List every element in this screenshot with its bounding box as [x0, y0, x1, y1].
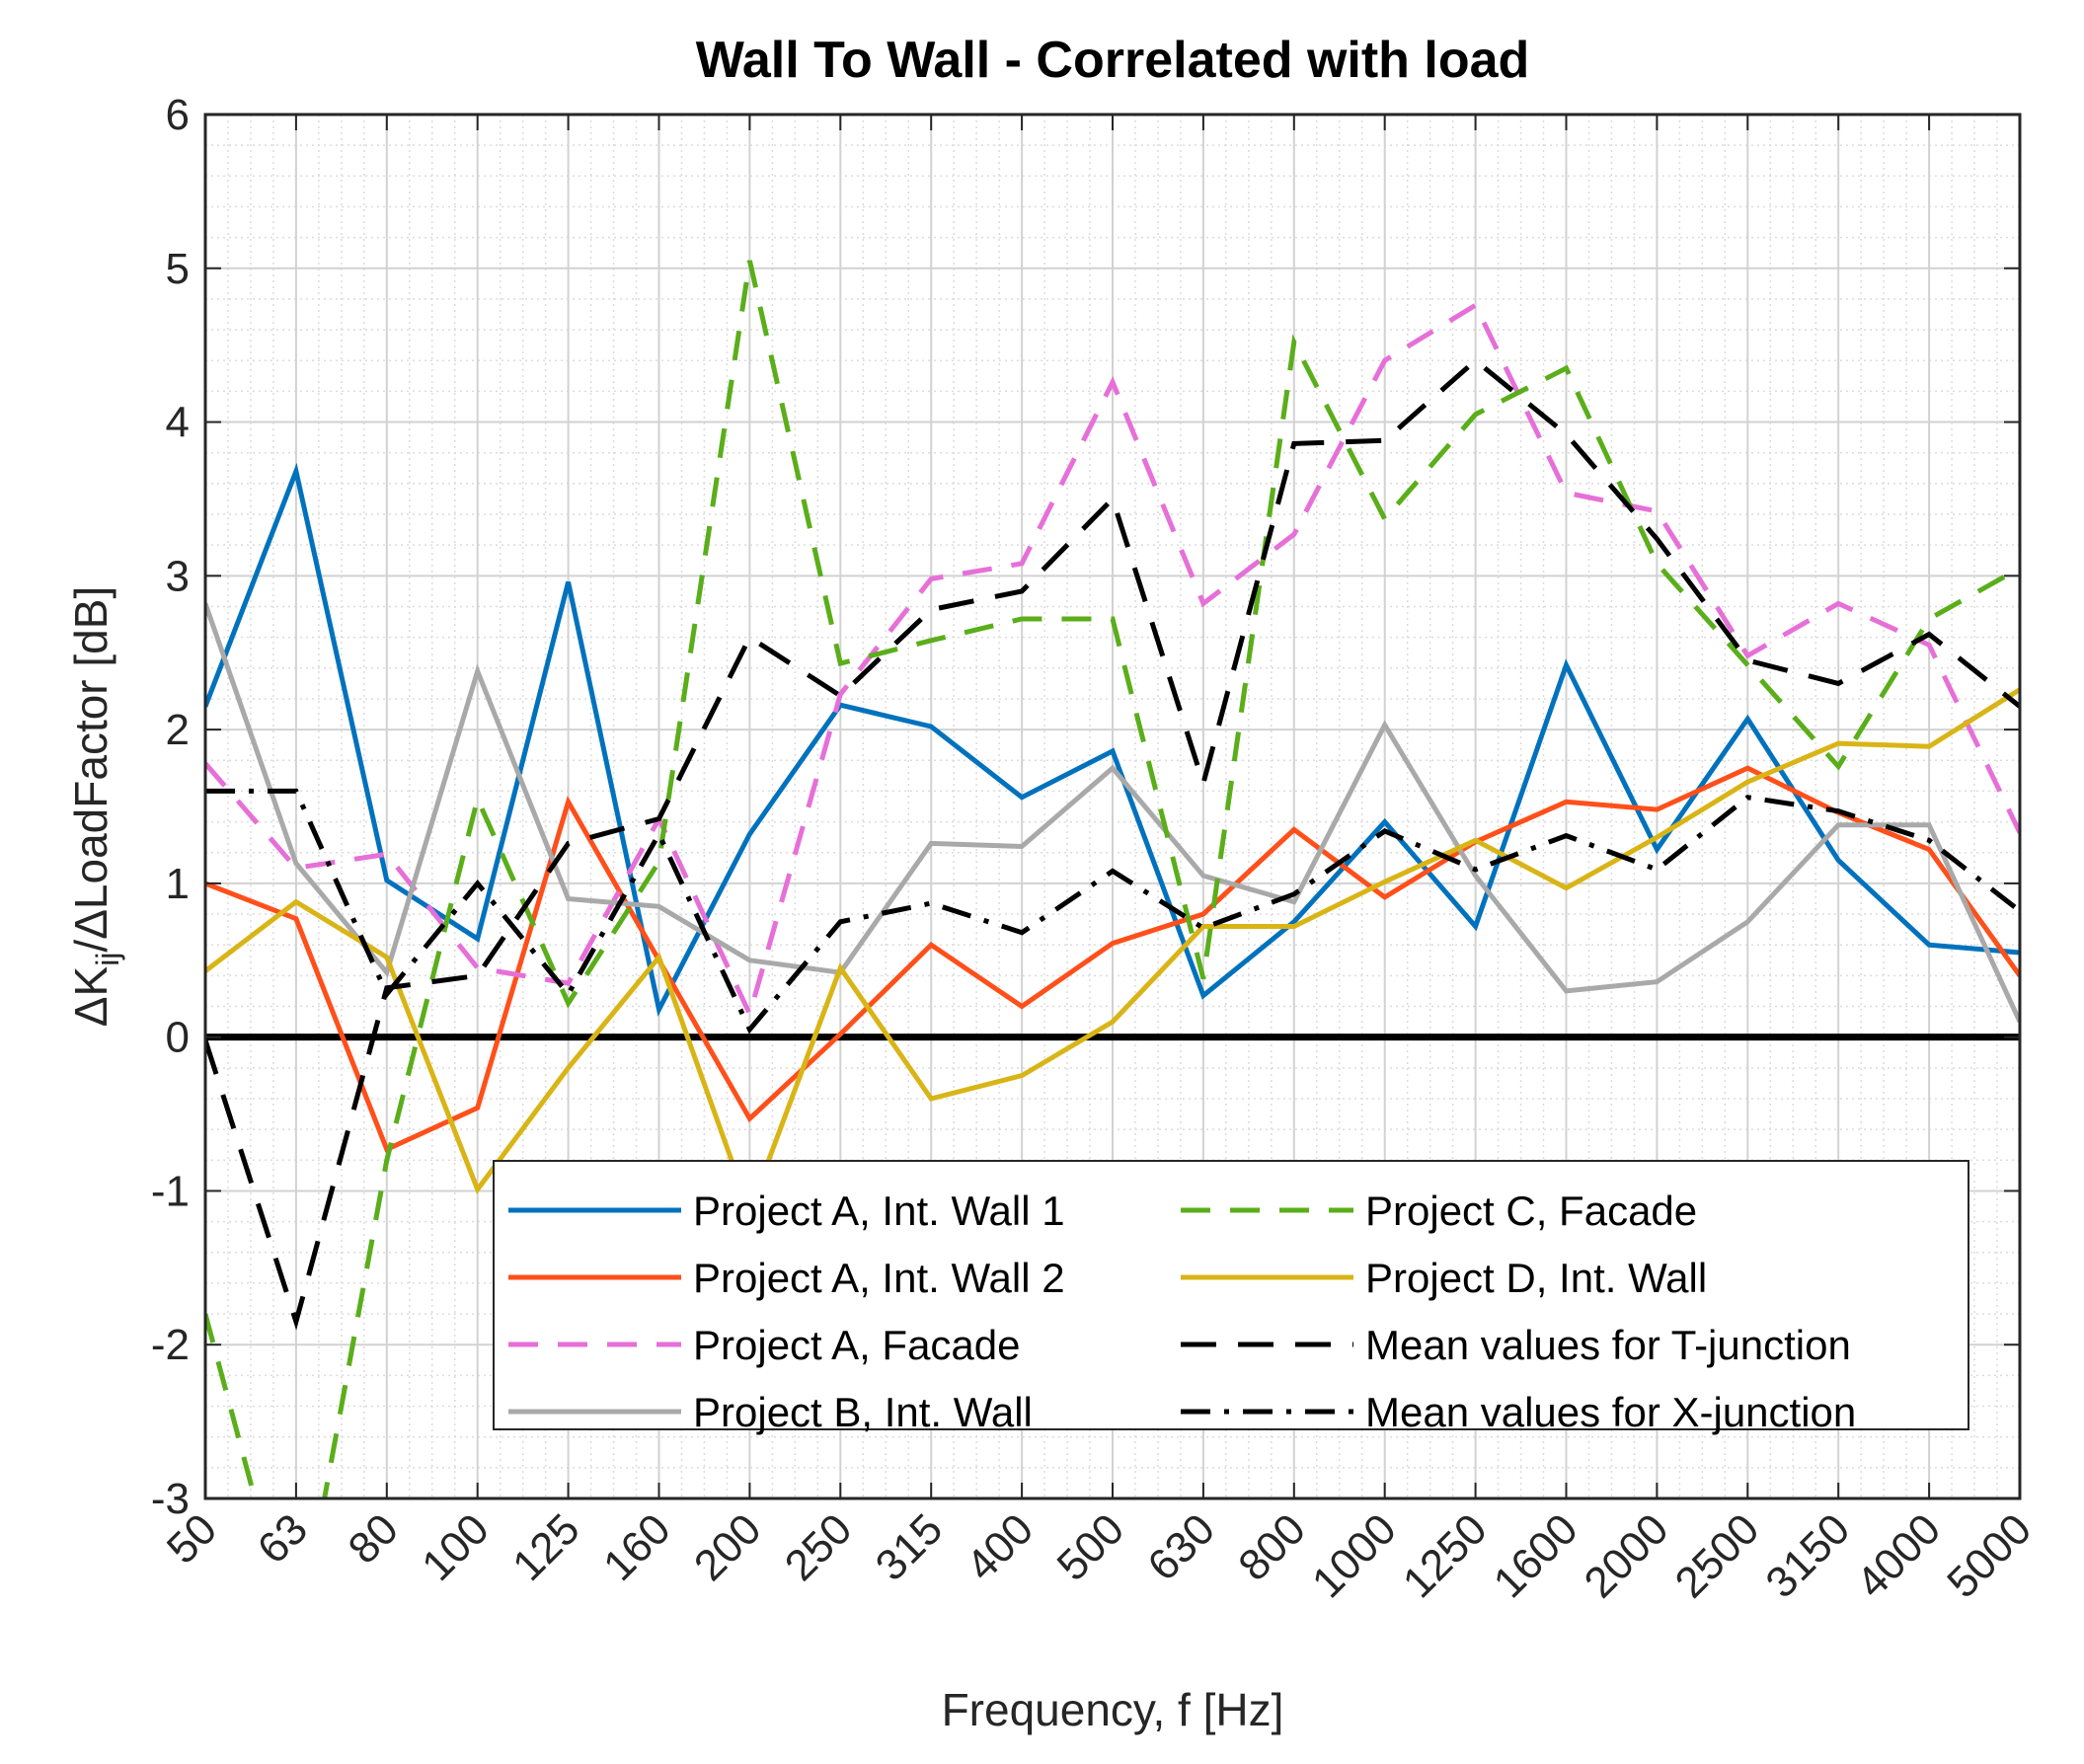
legend-label: Project D, Int. Wall: [1365, 1255, 1707, 1301]
y-label-subscript: ij: [90, 953, 125, 966]
y-tick-label: 1: [166, 860, 190, 908]
series-line-5: [205, 260, 2020, 1498]
series-line-1: [205, 462, 2020, 1017]
y-tick-label: -2: [151, 1321, 190, 1369]
y-tick-label: -3: [151, 1475, 190, 1523]
legend-label: Project C, Facade: [1365, 1188, 1697, 1234]
series-lines: [205, 260, 2020, 1498]
legend-label: Mean values for X-junction: [1365, 1389, 1856, 1435]
legend-label: Project A, Int. Wall 2: [693, 1255, 1065, 1301]
series-line-6: [205, 687, 2020, 1218]
y-tick-label: 4: [166, 399, 190, 447]
series-line-2: [205, 765, 2020, 1153]
y-tick-label: 3: [166, 552, 190, 600]
legend-label: Project B, Int. Wall: [693, 1389, 1033, 1435]
series-line-8: [205, 788, 2020, 1035]
series-line-4: [205, 602, 2020, 1024]
chart-title: Wall To Wall - Correlated with load: [696, 32, 1530, 89]
y-label-prefix: ΔK: [65, 966, 116, 1028]
y-tick-label: 6: [166, 91, 190, 139]
legend-label: Project A, Facade: [693, 1322, 1021, 1368]
series-line-3: [205, 301, 2020, 1022]
y-axis-ticks: -3 -2 -1 0 1 2 3 4 5 6: [151, 91, 2020, 1523]
y-tick-label: 0: [166, 1014, 190, 1062]
y-tick-label: 5: [166, 245, 190, 293]
y-tick-label: 2: [166, 706, 190, 754]
y-axis-label: ΔKij/ΔLoadFactor [dB]: [65, 586, 125, 1027]
y-tick-label: -1: [151, 1167, 190, 1215]
series-line-7: [205, 356, 2020, 1331]
y-label-suffix: /ΔLoadFactor [dB]: [65, 586, 116, 953]
x-axis-label: Frequency, f [Hz]: [942, 1684, 1284, 1735]
legend-box: [493, 1160, 1969, 1430]
legend-label: Project A, Int. Wall 1: [693, 1188, 1065, 1234]
legend: Project A, Int. Wall 1 Project A, Int. Wa…: [493, 1160, 1969, 1435]
legend-label: Mean values for T-junction: [1365, 1322, 1851, 1368]
